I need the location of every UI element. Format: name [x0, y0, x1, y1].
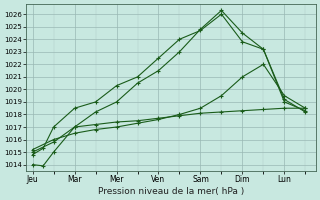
- X-axis label: Pression niveau de la mer( hPa ): Pression niveau de la mer( hPa ): [98, 187, 244, 196]
